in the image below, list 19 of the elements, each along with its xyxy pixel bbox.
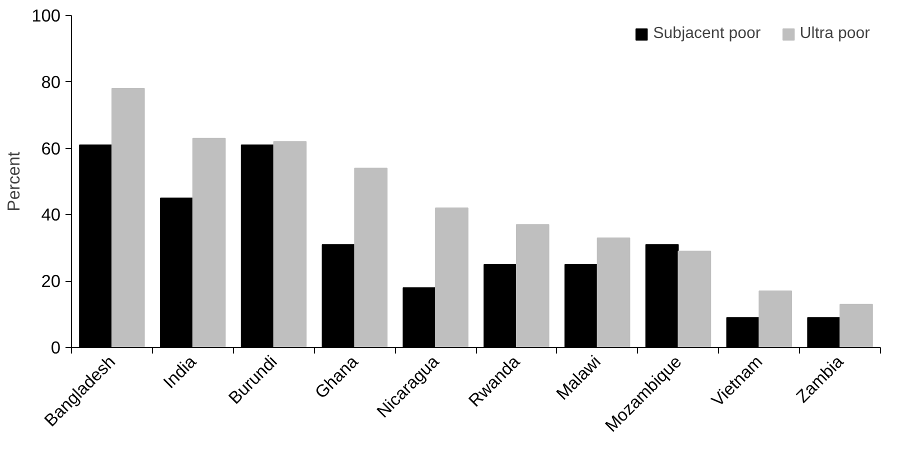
y-tick-label: 0 — [50, 338, 61, 358]
bar — [516, 224, 550, 348]
bar — [111, 88, 145, 348]
legend-label: Ultra poor — [800, 25, 870, 43]
y-tick-label: 40 — [41, 204, 61, 225]
y-tick-label: 20 — [41, 271, 61, 292]
bar — [596, 237, 630, 348]
y-tick-label: 100 — [32, 6, 61, 26]
y-tick-label: 60 — [41, 138, 61, 158]
bar — [273, 141, 307, 348]
bar — [678, 250, 712, 348]
bar — [192, 138, 226, 348]
legend-label: Subjacent poor — [653, 25, 761, 43]
y-axis-title: Percent — [4, 151, 24, 212]
bar — [435, 208, 468, 348]
bar — [354, 168, 388, 348]
bar — [840, 304, 873, 348]
y-tick-label: 80 — [41, 72, 61, 92]
bar — [758, 290, 792, 348]
